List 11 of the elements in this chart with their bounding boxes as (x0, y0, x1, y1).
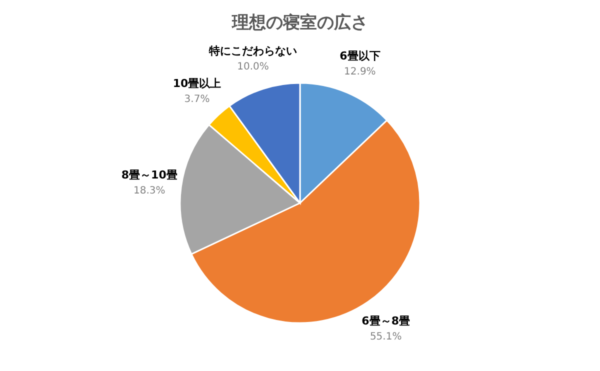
data-label: 10.0% (237, 61, 269, 72)
data-label: 3.7% (184, 94, 210, 106)
slice-label: 6畳～8畳 (362, 314, 410, 328)
slice-label: 特にこだわらない (208, 44, 298, 58)
slice-label: 8畳～10畳 (121, 168, 178, 182)
slice-label: 10畳以上 (172, 77, 222, 90)
data-label: 55.1% (370, 331, 402, 342)
data-label: 18.3% (133, 186, 166, 197)
data-label: 12.9% (344, 66, 376, 78)
slice-label: 6畳以下 (340, 49, 380, 62)
chart-title: 理想の寝室の広さ (231, 13, 368, 33)
